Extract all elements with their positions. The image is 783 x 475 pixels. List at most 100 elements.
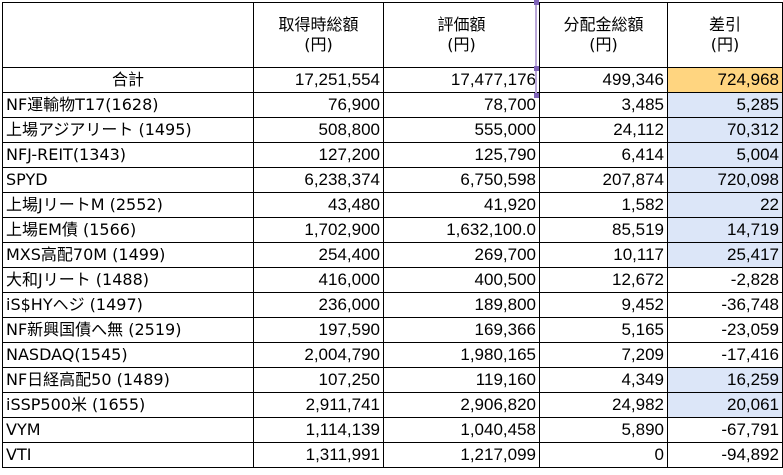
value-cell[interactable]: 125,790 <box>383 142 540 168</box>
dividend-cell[interactable]: 207,874 <box>539 167 668 193</box>
value-cell[interactable]: 189,800 <box>383 292 540 318</box>
cost-cell[interactable]: 6,238,374 <box>253 167 384 193</box>
table-row: SPYD 6,238,374 6,750,598 207,874 720,098 <box>2 167 783 193</box>
header-dividend[interactable]: 分配金総額 (円) <box>539 2 668 68</box>
diff-cell[interactable]: -67,791 <box>667 417 783 443</box>
fund-name-cell[interactable]: VTI <box>2 442 254 468</box>
dividend-cell[interactable]: 85,519 <box>539 217 668 243</box>
value-cell[interactable]: 400,500 <box>383 267 540 293</box>
cost-cell[interactable]: 43,480 <box>253 192 384 218</box>
dividend-cell[interactable]: 0 <box>539 442 668 468</box>
selection-handle-bottom[interactable] <box>534 93 539 98</box>
fund-name-cell[interactable]: SPYD <box>2 167 254 193</box>
diff-cell[interactable]: -94,892 <box>667 442 783 468</box>
header-value-unit: (円) <box>447 35 476 54</box>
total-value-cell[interactable]: 17,477,176 <box>383 67 540 93</box>
value-cell[interactable]: 1,980,165 <box>383 342 540 368</box>
cost-cell[interactable]: 76,900 <box>253 92 384 118</box>
fund-name-cell[interactable]: 上場アジアリート (1495) <box>2 117 254 143</box>
diff-cell[interactable]: -23,059 <box>667 317 783 343</box>
cost-cell[interactable]: 1,702,900 <box>253 217 384 243</box>
diff-cell[interactable]: 5,285 <box>667 92 783 118</box>
dividend-cell[interactable]: 7,209 <box>539 342 668 368</box>
fund-name-cell[interactable]: NASDAQ(1545) <box>2 342 254 368</box>
diff-cell[interactable]: -17,416 <box>667 342 783 368</box>
diff-cell[interactable]: 16,259 <box>667 367 783 393</box>
dividend-cell[interactable]: 4,349 <box>539 367 668 393</box>
cost-cell[interactable]: 1,114,139 <box>253 417 384 443</box>
value-cell[interactable]: 1,217,099 <box>383 442 540 468</box>
fund-name-cell[interactable]: NFJ-REIT(1343) <box>2 142 254 168</box>
fund-name-cell[interactable]: MXS高配70M (1499) <box>2 242 254 268</box>
header-dividend-label: 分配金総額 <box>563 15 644 34</box>
fund-name-cell[interactable]: VYM <box>2 417 254 443</box>
dividend-cell[interactable]: 6,414 <box>539 142 668 168</box>
cost-cell[interactable]: 2,004,790 <box>253 342 384 368</box>
fund-name-cell[interactable]: iSSP500米 (1655) <box>2 392 254 418</box>
dividend-cell[interactable]: 3,485 <box>539 92 668 118</box>
diff-cell[interactable]: 20,061 <box>667 392 783 418</box>
dividend-cell[interactable]: 24,982 <box>539 392 668 418</box>
cost-cell[interactable]: 197,590 <box>253 317 384 343</box>
dividend-cell[interactable]: 12,672 <box>539 267 668 293</box>
dividend-cell[interactable]: 10,117 <box>539 242 668 268</box>
value-cell[interactable]: 555,000 <box>383 117 540 143</box>
header-diff-label: 差引 <box>708 15 741 34</box>
fund-name-cell[interactable]: NF日経高配50 (1489) <box>2 367 254 393</box>
value-cell[interactable]: 6,750,598 <box>383 167 540 193</box>
fund-name-cell[interactable]: 上場JリートM (2552) <box>2 192 254 218</box>
value-cell[interactable]: 1,632,100.0 <box>383 217 540 243</box>
diff-cell[interactable]: -36,748 <box>667 292 783 318</box>
total-name-cell[interactable]: 合計 <box>2 67 254 93</box>
dividend-cell[interactable]: 24,112 <box>539 117 668 143</box>
dividend-cell[interactable]: 5,890 <box>539 417 668 443</box>
diff-cell[interactable]: 22 <box>667 192 783 218</box>
diff-cell[interactable]: 720,098 <box>667 167 783 193</box>
header-cost[interactable]: 取得時総額 (円) <box>253 2 384 68</box>
fund-name-cell[interactable]: 大和Jリート (1488) <box>2 267 254 293</box>
header-value[interactable]: 評価額 (円) <box>383 2 540 68</box>
cost-cell[interactable]: 254,400 <box>253 242 384 268</box>
cost-cell[interactable]: 416,000 <box>253 267 384 293</box>
value-cell[interactable]: 1,040,458 <box>383 417 540 443</box>
fund-name-cell[interactable]: 上場EM債 (1566) <box>2 217 254 243</box>
cost-cell[interactable]: 508,800 <box>253 117 384 143</box>
dividend-cell[interactable]: 1,582 <box>539 192 668 218</box>
table-row: 上場アジアリート (1495) 508,800 555,000 24,112 70,31… <box>2 117 783 143</box>
diff-cell[interactable]: 70,312 <box>667 117 783 143</box>
total-cost-cell[interactable]: 17,251,554 <box>253 67 384 93</box>
selection-handle-middle[interactable] <box>534 66 539 71</box>
fund-name-cell[interactable]: iS$HYヘジ (1497) <box>2 292 254 318</box>
value-cell[interactable]: 41,920 <box>383 192 540 218</box>
value-cell[interactable]: 269,700 <box>383 242 540 268</box>
table-row: NASDAQ(1545) 2,004,790 1,980,165 7,209 -17,4… <box>2 342 783 368</box>
diff-cell[interactable]: 5,004 <box>667 142 783 168</box>
diff-cell[interactable]: -2,828 <box>667 267 783 293</box>
table-row: NFJ-REIT(1343) 127,200 125,790 6,414 5,004 <box>2 142 783 168</box>
value-cell[interactable]: 78,700 <box>383 92 540 118</box>
table-row: 大和Jリート (1488) 416,000 400,500 12,672 -2,828 <box>2 267 783 293</box>
value-cell[interactable]: 119,160 <box>383 367 540 393</box>
total-dividend-cell[interactable]: 499,346 <box>539 67 668 93</box>
cost-cell[interactable]: 107,250 <box>253 367 384 393</box>
cost-cell[interactable]: 236,000 <box>253 292 384 318</box>
value-cell[interactable]: 2,906,820 <box>383 392 540 418</box>
value-cell[interactable]: 169,366 <box>383 317 540 343</box>
dividend-cell[interactable]: 9,452 <box>539 292 668 318</box>
cost-cell[interactable]: 1,311,991 <box>253 442 384 468</box>
header-dividend-unit: (円) <box>589 35 618 54</box>
selection-handle-top[interactable] <box>534 0 539 5</box>
diff-cell[interactable]: 25,417 <box>667 242 783 268</box>
header-diff[interactable]: 差引 (円) <box>667 2 783 68</box>
dividend-cell[interactable]: 5,165 <box>539 317 668 343</box>
header-corner-cell[interactable] <box>2 2 254 68</box>
portfolio-table: 取得時総額 (円) 評価額 (円) 分配金総額 (円) 差引 (円) <box>2 2 783 468</box>
table-row: VTI 1,311,991 1,217,099 0 -94,892 <box>2 442 783 468</box>
cost-cell[interactable]: 127,200 <box>253 142 384 168</box>
fund-name-cell[interactable]: NF新興国債へ無 (2519) <box>2 317 254 343</box>
diff-cell[interactable]: 14,719 <box>667 217 783 243</box>
cost-cell[interactable]: 2,911,741 <box>253 392 384 418</box>
header-cost-label: 取得時総額 <box>278 15 359 34</box>
total-diff-cell[interactable]: 724,968 <box>667 67 783 93</box>
fund-name-cell[interactable]: NF運輸物T17(1628) <box>2 92 254 118</box>
